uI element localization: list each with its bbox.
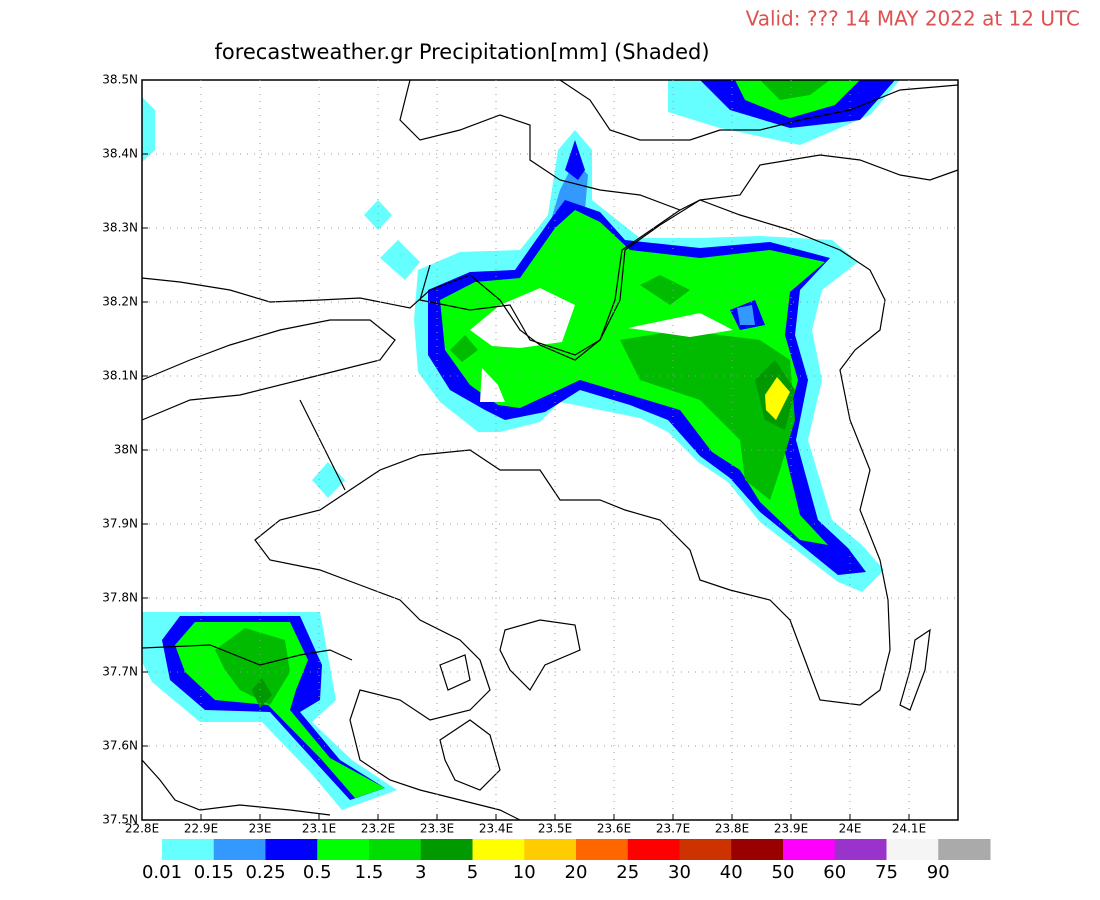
- x-tick-label: 24E: [839, 822, 862, 836]
- precip-area: [364, 200, 392, 230]
- coastline: [559, 79, 959, 141]
- coastline: [439, 654, 471, 691]
- colorbar-label: 5: [467, 862, 478, 883]
- colorbar-label: 20: [565, 862, 588, 883]
- coastline: [141, 199, 891, 821]
- valid-time: Valid: ??? 14 MAY 2022 at 12 UTC: [746, 7, 1080, 31]
- colorbar-label: 50: [772, 862, 795, 883]
- y-tick-label: 38.1N: [102, 369, 138, 383]
- colorbar-swatch: [938, 839, 991, 860]
- precip-area: [765, 377, 790, 420]
- coastline: [141, 759, 331, 816]
- precip-area: [312, 462, 345, 498]
- x-tick-label: 23.4E: [479, 822, 513, 836]
- y-tick-label: 37.7N: [102, 665, 138, 679]
- axes: 22.8E 22.9E 23E 23.1E 23.2E 23.3E 23.4E 23.5E 23…: [102, 73, 958, 836]
- colorbar-label: 90: [927, 862, 950, 883]
- colorbar-swatch: [783, 839, 836, 860]
- x-tick-label: 23.2E: [361, 822, 395, 836]
- y-tick-label: 38.2N: [102, 295, 138, 309]
- precip-gap: [480, 368, 505, 402]
- colorbar-label: 1.5: [355, 862, 384, 883]
- coastlines: [141, 79, 959, 821]
- colorbar-swatch: [369, 839, 422, 860]
- border: [299, 399, 346, 491]
- x-tick-label: 23.9E: [774, 822, 808, 836]
- x-tick-label: 23.6E: [597, 822, 631, 836]
- x-tick-label: 23.1E: [302, 822, 336, 836]
- y-tick-label: 37.5N: [102, 813, 138, 827]
- x-tick-label: 23.7E: [656, 822, 690, 836]
- colorbar-swatch: [886, 839, 939, 860]
- colorbar-label: 75: [875, 862, 898, 883]
- coastline: [439, 719, 501, 791]
- colorbar-label: 3: [415, 862, 426, 883]
- colorbar-swatch: [213, 839, 266, 860]
- map-title: forecastweather.gr Precipitation[mm] (Sh…: [214, 40, 709, 64]
- precip-area: [215, 628, 290, 705]
- precip-area: [142, 97, 155, 162]
- y-tick-label: 37.9N: [102, 517, 138, 531]
- precip-area: [737, 305, 755, 325]
- coastline: [899, 628, 931, 711]
- colorbar-swatch: [731, 839, 784, 860]
- coastline: [499, 619, 581, 691]
- colorbar-swatch: [834, 839, 887, 860]
- precip-area: [760, 80, 830, 100]
- colorbar-label: 40: [720, 862, 743, 883]
- precip-area: [450, 335, 478, 362]
- colorbar-swatch: [524, 839, 577, 860]
- colorbar-label: 60: [823, 862, 846, 883]
- precip-area: [380, 240, 420, 280]
- x-tick-label: 24.1E: [892, 822, 926, 836]
- y-tick-label: 38.5N: [102, 73, 138, 87]
- precip-area: [640, 275, 690, 305]
- colorbar-swatch: [420, 839, 473, 860]
- border: [419, 209, 681, 356]
- colorbar-label: 25: [616, 862, 639, 883]
- precipitation-shading: [142, 80, 900, 810]
- x-tick-label: 22.8E: [125, 822, 159, 836]
- colorbar-swatch: [317, 839, 370, 860]
- x-tick-label: 23.3E: [420, 822, 454, 836]
- precip-area: [735, 80, 860, 118]
- precip-gap: [628, 313, 733, 337]
- precip-area: [565, 140, 585, 180]
- x-tick-label: 22.9E: [184, 822, 218, 836]
- y-tick-label: 38.3N: [102, 221, 138, 235]
- precip-area: [252, 678, 272, 708]
- x-tick-label: 23.5E: [538, 822, 572, 836]
- colorbar: 0.01 0.15 0.25 0.5 1.5 3 5 10 20 25 30 40 50 60 75 90: [142, 839, 991, 883]
- colorbar-swatch: [576, 839, 629, 860]
- colorbar-swatch: [627, 839, 680, 860]
- precip-area: [620, 330, 795, 500]
- colorbar-label: 0.25: [245, 862, 285, 883]
- y-tick-label: 37.6N: [102, 739, 138, 753]
- colorbar-swatch: [162, 839, 215, 860]
- y-tick-label: 38.4N: [102, 147, 138, 161]
- colorbar-swatch: [472, 839, 525, 860]
- x-tick-label: 23.8E: [715, 822, 749, 836]
- colorbar-swatch: [679, 839, 732, 860]
- coastline: [399, 79, 959, 211]
- colorbar-label: 30: [668, 862, 691, 883]
- x-tick-label: 23E: [249, 822, 272, 836]
- y-tick-label: 38N: [114, 443, 138, 457]
- colorbar-label: 0.15: [194, 862, 234, 883]
- coastline: [141, 319, 396, 421]
- colorbar-swatch: [265, 839, 318, 860]
- colorbar-label: 10: [513, 862, 536, 883]
- y-tick-label: 37.8N: [102, 591, 138, 605]
- colorbar-label: 0.01: [142, 862, 182, 883]
- border: [141, 644, 353, 666]
- colorbar-label: 0.5: [303, 862, 332, 883]
